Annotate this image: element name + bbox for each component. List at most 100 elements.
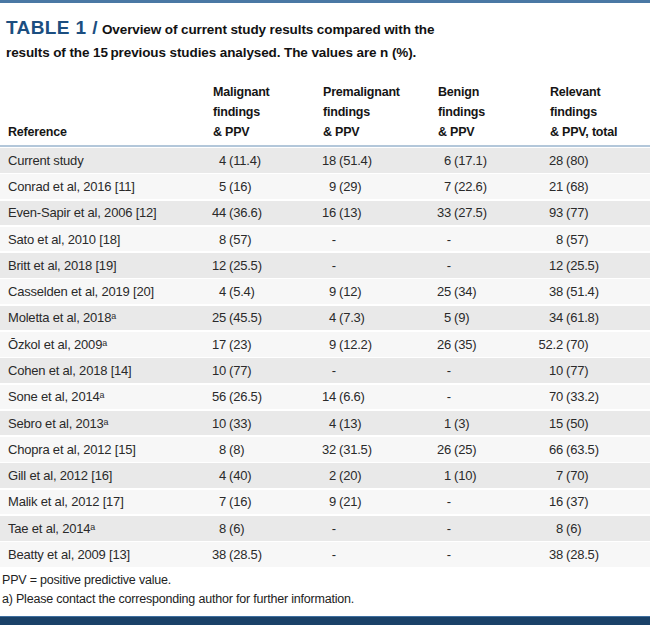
value-pct: [451, 232, 454, 247]
value-n: 38: [527, 284, 563, 299]
column-header-line: & PPV: [438, 122, 527, 142]
value-cell: 25(45.5): [190, 310, 300, 325]
value-pct: (13): [336, 416, 361, 431]
value-cell: 18(51.4): [300, 153, 415, 168]
value-cell: 1(3): [415, 416, 527, 431]
reference-cell: Malik et al, 2012 [17]: [0, 494, 190, 509]
value-pct: (77): [563, 363, 588, 378]
value-cell: 16(37): [527, 494, 650, 509]
reference-cell: Even-Sapir et al, 2006 [12]: [0, 205, 190, 220]
table-row: Ōzkol et al, 2009ᵃ17(23)9(12.2)26(35)52.…: [0, 332, 650, 357]
value-pct: (3): [451, 416, 469, 431]
value-cell: 16(13): [300, 205, 415, 220]
value-pct: (77): [226, 363, 251, 378]
value-pct: (6): [226, 521, 244, 536]
footnote-a: a) Please contact the corresponding auth…: [2, 590, 650, 609]
column-header-line: Reference: [8, 122, 190, 142]
column-header-malignant: Malignantfindings& PPV: [190, 82, 300, 142]
value-pct: (8): [226, 442, 244, 457]
value-pct: (61.8): [563, 310, 599, 325]
column-header-line: Premalignant: [323, 82, 415, 102]
value-pct: (6.6): [336, 389, 365, 404]
value-n: 14: [300, 389, 336, 404]
column-header-line: Relevant: [550, 82, 650, 102]
value-cell: 12(25.5): [527, 258, 650, 273]
value-cell: -: [300, 232, 415, 247]
column-header-line: Benign: [438, 82, 527, 102]
value-n: 18: [300, 153, 336, 168]
value-n: -: [415, 363, 451, 378]
value-cell: -: [415, 258, 527, 273]
column-header-reference: Reference: [0, 122, 190, 142]
value-pct: (16): [226, 494, 251, 509]
value-cell: 4(7.3): [300, 310, 415, 325]
value-cell: 10(77): [190, 363, 300, 378]
reference-cell: Cohen et al, 2018 [14]: [0, 363, 190, 378]
value-cell: 8(57): [190, 232, 300, 247]
table-row: Casselden et al, 2019 [20]4(5.4)9(12)25(…: [0, 279, 650, 304]
value-cell: 66(63.5): [527, 442, 650, 457]
value-pct: (70): [563, 337, 588, 352]
value-n: 6: [415, 153, 451, 168]
value-n: -: [415, 494, 451, 509]
column-header-line: findings: [213, 102, 300, 122]
value-pct: (34): [451, 284, 476, 299]
value-cell: 4(13): [300, 416, 415, 431]
table-row: Sebro et al, 2013ᵃ10(33)4(13)1(3)15(50): [0, 411, 650, 436]
value-pct: (51.4): [336, 153, 372, 168]
value-cell: 5(16): [190, 179, 300, 194]
value-cell: -: [415, 232, 527, 247]
value-cell: 6(17.1): [415, 153, 527, 168]
value-cell: 32(31.5): [300, 442, 415, 457]
footnote-ppv: PPV = positive predictive value.: [2, 571, 650, 590]
table-row: Current study4(11.4)18(51.4)6(17.1)28(80…: [0, 148, 650, 173]
value-cell: 8(6): [190, 521, 300, 536]
value-cell: 12(25.5): [190, 258, 300, 273]
table-body: Current study4(11.4)18(51.4)6(17.1)28(80…: [0, 148, 650, 567]
table-row: Malik et al, 2012 [17]7(16)9(21)-16(37): [0, 490, 650, 515]
reference-cell: Gill et al, 2012 [16]: [0, 468, 190, 483]
value-cell: 21(68): [527, 179, 650, 194]
column-header-line: findings: [323, 102, 415, 122]
value-cell: 7(22.6): [415, 179, 527, 194]
value-n: 5: [190, 179, 226, 194]
bottom-accent-bar: [0, 616, 650, 625]
value-cell: 17(23): [190, 337, 300, 352]
value-cell: -: [300, 258, 415, 273]
value-n: 4: [190, 284, 226, 299]
value-pct: [451, 389, 454, 404]
value-cell: 14(6.6): [300, 389, 415, 404]
value-n: -: [300, 258, 336, 273]
value-n: -: [415, 389, 451, 404]
value-pct: [451, 494, 454, 509]
value-pct: (5.4): [226, 284, 255, 299]
value-pct: (11.4): [226, 153, 261, 168]
value-pct: (25): [451, 442, 476, 457]
value-cell: 26(35): [415, 337, 527, 352]
column-header-line: Malignant: [213, 82, 300, 102]
value-cell: 38(28.5): [190, 547, 300, 562]
value-n: 7: [415, 179, 451, 194]
value-n: 56: [190, 389, 226, 404]
value-n: 5: [415, 310, 451, 325]
value-cell: -: [415, 389, 527, 404]
value-pct: [336, 363, 339, 378]
column-header-line: & PPV: [323, 122, 415, 142]
value-pct: (70): [563, 468, 588, 483]
value-cell: 10(77): [527, 363, 650, 378]
value-pct: (23): [226, 337, 251, 352]
value-cell: 8(57): [527, 232, 650, 247]
value-cell: -: [300, 521, 415, 536]
value-cell: -: [415, 494, 527, 509]
reference-cell: Ōzkol et al, 2009ᵃ: [0, 337, 190, 352]
value-pct: (31.5): [336, 442, 372, 457]
value-n: 28: [527, 153, 563, 168]
value-n: 93: [527, 205, 563, 220]
value-n: 9: [300, 337, 336, 352]
value-n: 34: [527, 310, 563, 325]
value-n: 25: [190, 310, 226, 325]
value-cell: 28(80): [527, 153, 650, 168]
value-pct: (28.5): [563, 547, 599, 562]
column-header-line: findings: [550, 102, 650, 122]
value-cell: 5(9): [415, 310, 527, 325]
